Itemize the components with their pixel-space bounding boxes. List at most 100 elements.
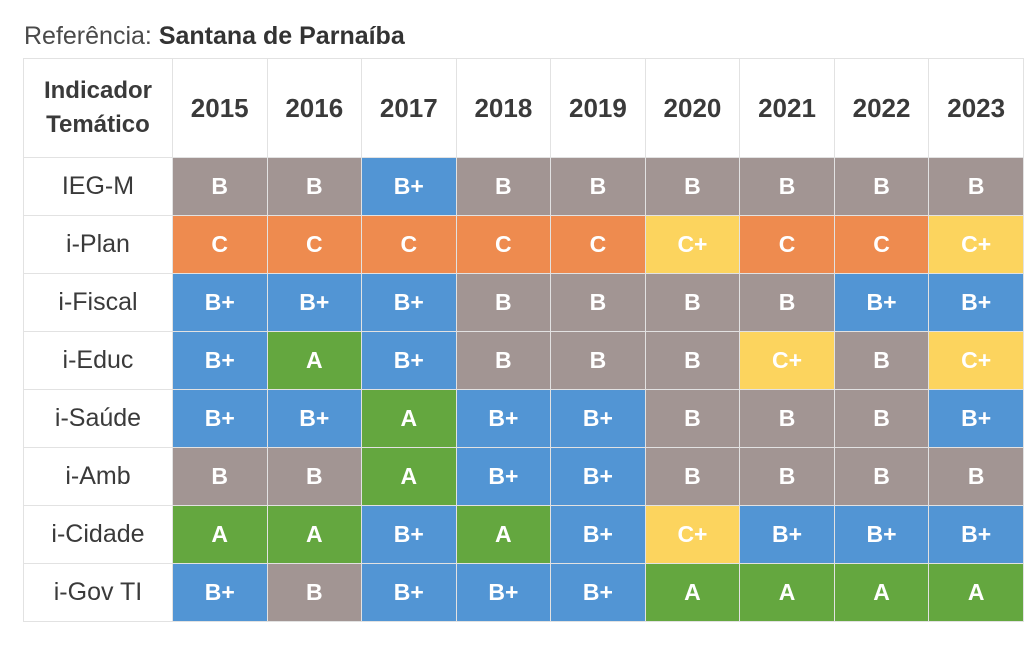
grade-cell: B (833, 447, 930, 506)
indicator-name: i-Cidade (23, 505, 173, 564)
year-header: 2023 (928, 58, 1024, 158)
year-header: 2016 (266, 58, 363, 158)
grade-cell: B+ (266, 273, 363, 332)
grade-cell: B (833, 331, 930, 390)
grade-cell: B+ (550, 505, 646, 564)
indicator-name: i-Saúde (23, 389, 173, 448)
header-row: Indicador Temático 2015 2016 2017 2018 2… (23, 58, 1024, 158)
grade-cell: B (266, 447, 363, 506)
year-header: 2020 (644, 58, 741, 158)
grade-cell: C (550, 215, 646, 274)
grade-cell: B (739, 389, 835, 448)
grade-cell: B (739, 273, 835, 332)
grade-cell: B (266, 157, 363, 216)
grade-cell: B+ (928, 389, 1024, 448)
grade-cell: B (455, 273, 552, 332)
grade-cell: B (739, 157, 835, 216)
grade-cell: B+ (550, 447, 646, 506)
grade-cell: C+ (928, 215, 1024, 274)
grade-cell: B (171, 157, 268, 216)
grade-cell: B+ (361, 273, 457, 332)
indicator-name: i-Plan (23, 215, 173, 274)
grade-cell: A (455, 505, 552, 564)
grade-cell: B (550, 331, 646, 390)
grade-cell: B+ (550, 389, 646, 448)
grade-cell: C+ (928, 331, 1024, 390)
year-header: 2022 (833, 58, 930, 158)
grade-cell: B+ (833, 505, 930, 564)
grade-cell: B (644, 389, 741, 448)
grade-cell: A (644, 563, 741, 622)
grade-cell: B+ (171, 389, 268, 448)
grade-cell: B+ (171, 331, 268, 390)
grade-cell: B+ (361, 505, 457, 564)
grade-cell: C (266, 215, 363, 274)
grade-cell: B (455, 157, 552, 216)
grade-cell: C (739, 215, 835, 274)
grade-cell: B+ (266, 389, 363, 448)
grade-cell: A (361, 447, 457, 506)
table-row: i-Gov TI B+ B B+ B+ B+ A A A A (23, 563, 1024, 622)
grade-cell: B+ (928, 273, 1024, 332)
indicator-header-line2: Temático (46, 111, 150, 138)
indicator-name: i-Fiscal (23, 273, 173, 332)
grade-cell: B (833, 157, 930, 216)
grade-cell: B (171, 447, 268, 506)
grade-cell: B (739, 447, 835, 506)
grade-cell: B (928, 157, 1024, 216)
grade-cell: B+ (171, 563, 268, 622)
table-row: i-Fiscal B+ B+ B+ B B B B B+ B+ (23, 273, 1024, 332)
year-header: 2021 (739, 58, 835, 158)
grade-cell: A (928, 563, 1024, 622)
year-header: 2015 (171, 58, 268, 158)
grade-cell: C (361, 215, 457, 274)
grade-cell: B+ (455, 389, 552, 448)
indicator-column-header: Indicador Temático (23, 58, 173, 158)
grade-cell: B+ (361, 563, 457, 622)
indicator-header-line1: Indicador (43, 77, 152, 104)
table-row: i-Plan C C C C C C+ C C C+ (23, 215, 1024, 274)
year-header: 2018 (455, 58, 552, 158)
grade-cell: B+ (455, 563, 552, 622)
grade-cell: A (361, 389, 457, 448)
table-row: i-Saúde B+ B+ A B+ B+ B B B B+ (23, 389, 1024, 448)
grade-cell: B (550, 273, 646, 332)
indicator-name: i-Amb (23, 447, 173, 506)
year-header: 2017 (361, 58, 457, 158)
grade-cell: B+ (361, 331, 457, 390)
grade-cell: B+ (739, 505, 835, 564)
table-row: IEG-M B B B+ B B B B B B (23, 157, 1024, 216)
grade-cell: A (739, 563, 835, 622)
indicator-name: i-Educ (23, 331, 173, 390)
grades-table: Indicador Temático 2015 2016 2017 2018 2… (23, 58, 1024, 622)
indicator-name: i-Gov TI (23, 563, 173, 622)
grade-cell: C (833, 215, 930, 274)
grade-cell: B+ (455, 447, 552, 506)
grade-cell: C+ (644, 215, 741, 274)
grade-cell: B+ (361, 157, 457, 216)
grade-cell: B (266, 563, 363, 622)
table-row: i-Educ B+ A B+ B B B C+ B C+ (23, 331, 1024, 390)
year-header: 2019 (550, 58, 646, 158)
grade-cell: C+ (739, 331, 835, 390)
reference-city: Santana de Parnaíba (158, 22, 405, 50)
grade-cell: A (266, 331, 363, 390)
grade-cell: A (266, 505, 363, 564)
grade-cell: B (550, 157, 646, 216)
grade-cell: B+ (928, 505, 1024, 564)
grade-cell: B (455, 331, 552, 390)
reference-label: Referência: (24, 22, 152, 50)
grade-cell: C (171, 215, 268, 274)
indicator-name: IEG-M (23, 157, 173, 216)
grade-cell: B (644, 331, 741, 390)
grade-cell: B+ (550, 563, 646, 622)
grade-cell: B (644, 447, 741, 506)
grade-cell: A (833, 563, 930, 622)
reference-line: Referência: Santana de Parnaíba (24, 22, 405, 51)
grade-cell: B+ (833, 273, 930, 332)
grade-cell: B (644, 157, 741, 216)
grade-cell: C+ (644, 505, 741, 564)
table-row: i-Cidade A A B+ A B+ C+ B+ B+ B+ (23, 505, 1024, 564)
grade-cell: B (833, 389, 930, 448)
